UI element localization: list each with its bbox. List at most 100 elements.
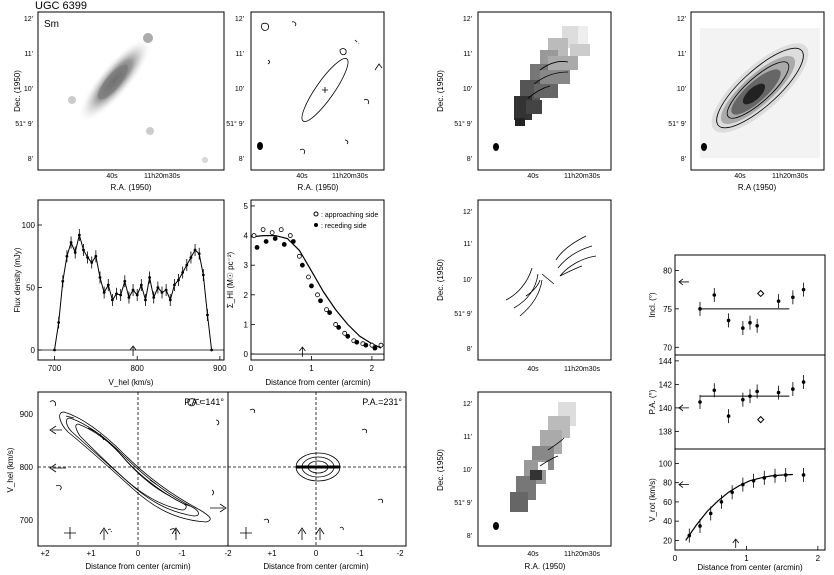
pa-point xyxy=(712,388,717,393)
incl-point xyxy=(755,323,759,328)
pv-xlabel-right: Distance from center (arcmin) xyxy=(263,562,369,571)
vrot-ylabel: V_rot (km/s) xyxy=(648,478,657,522)
p7-xtick-1: 11h20m30s xyxy=(564,366,601,373)
p7-ylabel: Dec. (1950) xyxy=(436,259,445,301)
gp-point xyxy=(210,348,214,352)
incl-diamond-marker xyxy=(757,289,765,298)
sd-xtick-label: 2 xyxy=(370,364,375,373)
pa-minor-label: P.A.=231° xyxy=(362,397,402,407)
sd-xtick-label: 1 xyxy=(309,364,314,373)
gp-ylabel: Flux density (mJy) xyxy=(13,247,22,312)
vrot-x-arrow xyxy=(732,538,740,548)
p7-xtick-0: 40s xyxy=(527,366,539,373)
pv-xtick-r0: -2 xyxy=(224,549,232,558)
sd-point-approaching xyxy=(296,253,302,259)
p7-ytick-3: 51° 9' xyxy=(454,310,472,318)
p1-ytick-2: 10' xyxy=(24,86,33,93)
sd-point-approaching xyxy=(333,322,339,327)
sd-point-approaching xyxy=(324,307,329,313)
vrot-xtick-label: 2 xyxy=(816,554,821,563)
pa-point xyxy=(726,414,731,418)
sd-point-receding xyxy=(354,339,360,345)
vrot-xtick-label: 0 xyxy=(673,554,678,563)
pv-xtick-r5: -2 xyxy=(396,549,404,558)
sd-ytick-label: 5 xyxy=(244,202,249,211)
sd-point-approaching xyxy=(378,342,384,348)
sd-ytick-label: 3 xyxy=(244,261,249,270)
incl-ylabel: Incl. (°) xyxy=(648,292,657,318)
p4-xtick-1: 11h20m30s xyxy=(772,173,809,180)
vrot-point xyxy=(708,511,713,516)
sd-point-receding xyxy=(254,245,260,250)
gp-point xyxy=(53,348,56,352)
vrot-ytick-label: 60 xyxy=(663,498,672,507)
incl-ytick-label: 75 xyxy=(663,305,672,314)
sd-ytick-label: 1 xyxy=(244,320,249,329)
p3-ytick-2: 10' xyxy=(463,86,472,93)
incl-point xyxy=(712,293,717,297)
pa-ytick-label: 142 xyxy=(659,380,673,389)
pa-ylabel: P.A. (°) xyxy=(648,389,657,414)
pa-diamond-marker xyxy=(757,415,765,424)
sd-point-receding xyxy=(372,345,378,351)
sd-point-approaching xyxy=(342,330,348,336)
vrot-ytick-label: 40 xyxy=(663,517,672,526)
incl-point xyxy=(776,299,781,303)
p4-xlabel: R.A (1950) xyxy=(738,183,777,192)
p3-ytick-0: 12' xyxy=(463,16,472,23)
incl-point xyxy=(801,287,806,292)
vrot-point xyxy=(783,473,788,477)
pv-xtick-r4: -1 xyxy=(356,549,364,558)
p2-ytick-4: 8' xyxy=(239,156,244,163)
vrot-point xyxy=(773,474,777,478)
incl-point xyxy=(698,307,702,311)
pv-xtick-l3: -1 xyxy=(178,549,186,558)
vrot-point xyxy=(751,478,756,483)
legend-marker-receding xyxy=(314,223,318,227)
sd-point-approaching xyxy=(278,227,284,233)
vrot-point xyxy=(730,490,734,495)
legend-marker-approaching xyxy=(313,211,319,217)
sd-point-receding xyxy=(318,298,323,304)
sd-point-receding xyxy=(290,239,296,244)
velocity-field-pixels xyxy=(514,26,590,126)
p7-ytick-4: 8' xyxy=(467,346,472,353)
pv-diagram-minor: P.A.=231° xyxy=(227,391,407,547)
sd-fit-line xyxy=(250,235,382,349)
sd-point-receding xyxy=(281,242,287,247)
pv-ytick-0: 900 xyxy=(20,410,34,419)
p9-ytick-0: 12' xyxy=(463,401,472,408)
p3-ylabel: Dec. (1950) xyxy=(436,70,445,112)
p7-ytick-0: 12' xyxy=(463,209,472,216)
beam-marker xyxy=(257,142,263,150)
p4-xtick-0: 40s xyxy=(734,173,746,180)
p7-ytick-1: 11' xyxy=(463,241,472,248)
pv-ytick-1: 800 xyxy=(20,463,34,472)
pv-xtick-l0: +2 xyxy=(40,549,50,558)
pv-ylabel: V_hel (km/s) xyxy=(6,447,15,492)
gp-xlabel: V_hel (km/s) xyxy=(109,378,154,387)
sd-arrow xyxy=(299,346,306,357)
sd-point-approaching xyxy=(369,342,375,348)
sd-point-receding xyxy=(272,236,278,241)
p1-xtick-1: 11h20m30s xyxy=(144,173,181,180)
global-profile-chart: 0 50 100 700 800 900 xyxy=(22,199,227,373)
sd-ytick-label: 4 xyxy=(244,232,249,241)
sd-point-approaching xyxy=(315,292,320,298)
p4-ytick-0: 12' xyxy=(677,16,686,23)
p9-xtick-1: 11h20m30s xyxy=(564,551,601,558)
sd-point-approaching xyxy=(251,233,257,238)
vrot-ytick-label: 80 xyxy=(663,479,672,488)
pv-xlabel-left: Distance from center (arcmin) xyxy=(85,562,191,571)
pa-point xyxy=(801,380,806,384)
p1-xlabel: R.A. (1950) xyxy=(111,183,152,192)
gp-ytick-label: 50 xyxy=(26,284,35,293)
legend-receding: : receding side xyxy=(321,223,367,230)
p1-ytick-0: 12' xyxy=(24,16,33,23)
p1-ytick-3: 51° 9' xyxy=(15,120,33,128)
vrot-point xyxy=(801,473,806,477)
vrot-ytick-label: 20 xyxy=(663,536,672,545)
sd-point-approaching xyxy=(260,227,266,233)
gp-ytick-label: 0 xyxy=(31,346,36,355)
